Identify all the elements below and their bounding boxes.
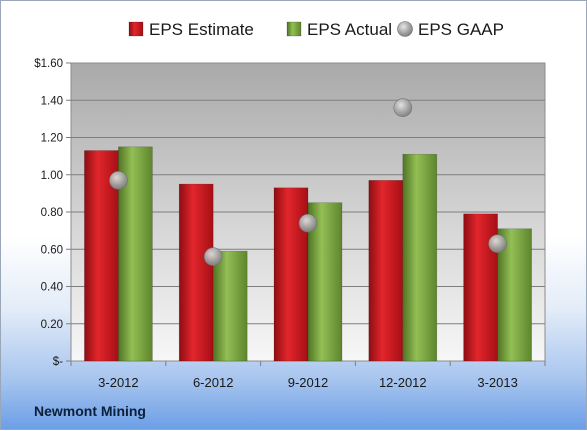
eps-gaap-legend-swatch <box>397 21 413 37</box>
eps-estimate-bar <box>273 187 309 362</box>
y-tick-label: 0.80 <box>41 207 63 219</box>
company-name: Newmont Mining <box>34 403 146 419</box>
x-tick-label: 9-2012 <box>288 375 328 390</box>
eps-gaap-legend-label: EPS GAAP <box>418 20 504 39</box>
eps-actual-bar <box>402 153 438 362</box>
y-axis-ticks: $- 0.20 0.40 0.60 0.80 1.00 1.20 1.40 $1.60 <box>34 58 71 368</box>
y-tick-label: $1.60 <box>34 58 63 70</box>
eps-actual-bar <box>212 250 248 362</box>
x-tick-label: 3-2013 <box>477 375 517 390</box>
eps-actual-legend-label: EPS Actual <box>307 20 392 39</box>
eps-gaap-marker <box>488 234 507 253</box>
eps-gaap-marker <box>203 247 223 266</box>
eps-estimate-bar <box>368 180 404 362</box>
x-axis-ticks: 3-2012 6-2012 9-2012 12-2012 3-2013 <box>70 361 546 390</box>
y-tick-label: 1.20 <box>41 133 63 145</box>
bars <box>84 146 532 362</box>
eps-gaap-marker <box>393 98 413 117</box>
y-tick-label: 0.20 <box>41 319 63 331</box>
y-tick-label: 1.00 <box>41 170 63 182</box>
y-tick-label: $- <box>53 356 63 368</box>
legend: EPS Estimate EPS Actual EPS GAAP <box>128 20 504 39</box>
y-tick-label: 0.60 <box>41 244 63 256</box>
x-tick-label: 6-2012 <box>193 375 233 390</box>
gaap-markers <box>109 98 507 266</box>
y-tick-label: 0.40 <box>41 282 63 294</box>
eps-actual-legend-swatch <box>286 21 302 37</box>
x-tick-label: 12-2012 <box>379 375 427 390</box>
eps-estimate-bar <box>178 183 214 362</box>
eps-gaap-marker <box>109 171 128 190</box>
eps-gaap-marker <box>298 213 318 233</box>
y-tick-label: 1.40 <box>41 95 63 107</box>
eps-estimate-legend-swatch <box>128 21 144 37</box>
eps-estimate-legend-label: EPS Estimate <box>149 20 254 39</box>
x-tick-label: 3-2012 <box>98 375 138 390</box>
